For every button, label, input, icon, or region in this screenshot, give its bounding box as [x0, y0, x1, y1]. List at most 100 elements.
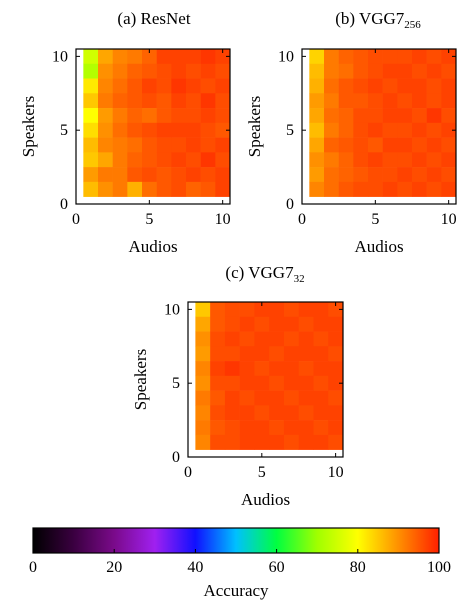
heatmap-cell [156, 78, 172, 94]
heatmap-cell [338, 93, 354, 109]
heatmap-cell [426, 167, 442, 183]
heatmap-cell [368, 108, 383, 124]
plot-frame [301, 48, 457, 205]
heatmap-cell [83, 181, 99, 197]
heatmap-cell [171, 63, 187, 79]
heatmap-cell [195, 316, 211, 332]
heatmap-cell [210, 420, 226, 436]
y-tick-label: 5 [286, 122, 294, 139]
heatmap-cell [441, 49, 457, 65]
heatmap-cell [313, 302, 329, 318]
heatmap-cell [254, 434, 270, 450]
colorbar-tick-label: 100 [427, 559, 451, 576]
heatmap-cell [127, 49, 143, 65]
panel-title-main: (b) VGG7 [335, 9, 405, 28]
heatmap-cell [98, 49, 113, 65]
heatmap-cell [324, 137, 339, 153]
heatmap-cell [142, 122, 157, 138]
heatmap-cell [426, 152, 442, 168]
heatmap-cell [368, 49, 383, 65]
heatmap-cell [338, 167, 354, 183]
heatmap-cell [368, 122, 383, 138]
heatmap-cell [309, 108, 325, 124]
panel-title-main: (a) ResNet [117, 9, 190, 28]
heatmap-cell [224, 361, 240, 377]
colorbar-tick-label: 80 [350, 559, 366, 576]
heatmap-cell [368, 93, 383, 109]
heatmap-cell [313, 390, 329, 406]
heatmap-cell [224, 346, 240, 362]
heatmap-cell [171, 78, 187, 94]
panel-title: (c) VGG732 [225, 263, 304, 285]
heatmap-cell [224, 434, 240, 450]
heatmap-cell [298, 434, 314, 450]
heatmap-cell [324, 108, 339, 124]
heatmap-cell [324, 167, 339, 183]
x-tick-label: 0 [298, 211, 306, 228]
heatmap-cell [239, 331, 255, 347]
heatmap-cell [239, 420, 255, 436]
heatmap-cell [382, 122, 398, 138]
heatmap-cell [397, 167, 413, 183]
heatmap-cell [215, 152, 231, 168]
heatmap-cell [186, 93, 201, 109]
heatmap-cell [368, 167, 383, 183]
heatmap-cell [309, 122, 325, 138]
heatmap-cell [83, 63, 99, 79]
heatmap-cell [309, 137, 325, 153]
heatmap-cell [215, 137, 231, 153]
heatmap-cell [426, 108, 442, 124]
heatmap-cell [83, 108, 99, 124]
heatmap-cell [353, 167, 369, 183]
heatmap-cell [328, 390, 344, 406]
heatmap-cell [195, 420, 211, 436]
heatmap-cell [200, 181, 216, 197]
heatmap-cell [98, 63, 113, 79]
heatmap-cell [83, 122, 99, 138]
y-axis-label: Speakers [245, 96, 264, 157]
heatmap-cell [156, 49, 172, 65]
heatmap-cell [338, 181, 354, 197]
heatmap-cell [328, 361, 344, 377]
heatmap-cell [269, 302, 285, 318]
heatmap-cell [298, 316, 314, 332]
y-tick-label: 5 [172, 375, 180, 392]
heatmap-cell [112, 93, 128, 109]
heatmap-cell [156, 93, 172, 109]
heatmap-cell [186, 49, 201, 65]
heatmap-cell [112, 152, 128, 168]
heatmap-cell [412, 122, 427, 138]
heatmap-cell [112, 108, 128, 124]
y-axis-label: Speakers [131, 349, 150, 410]
heatmap-cell [210, 375, 226, 391]
heatmap-cell [200, 78, 216, 94]
heatmap-cell [127, 152, 143, 168]
heatmap-cell [283, 331, 300, 347]
panel-title-subscript: 32 [294, 273, 305, 285]
heatmap-cell [353, 108, 369, 124]
panel-title-main: (c) VGG7 [225, 263, 294, 282]
heatmap-cell [324, 93, 339, 109]
heatmap-cell [313, 346, 329, 362]
heatmap-cell [171, 49, 187, 65]
heatmap-cell [368, 78, 383, 94]
heatmap-cell [412, 78, 427, 94]
heatmap-cell [283, 434, 300, 450]
heatmap-cell [368, 181, 383, 197]
heatmap-cell [338, 108, 354, 124]
heatmap-cell [98, 108, 113, 124]
heatmap-cell [239, 375, 255, 391]
heatmap-cell [328, 331, 344, 347]
heatmap-cell [353, 63, 369, 79]
heatmap-cell [269, 405, 285, 421]
heatmap-cell [412, 108, 427, 124]
heatmap-cell [397, 78, 413, 94]
heatmap-cell [142, 137, 157, 153]
heatmap-cell [283, 375, 300, 391]
heatmap-cell [186, 181, 201, 197]
heatmap-cell [353, 137, 369, 153]
heatmap-cell [353, 93, 369, 109]
heatmap-cell [239, 302, 255, 318]
heatmap-cell [412, 49, 427, 65]
heatmap-cell [200, 137, 216, 153]
